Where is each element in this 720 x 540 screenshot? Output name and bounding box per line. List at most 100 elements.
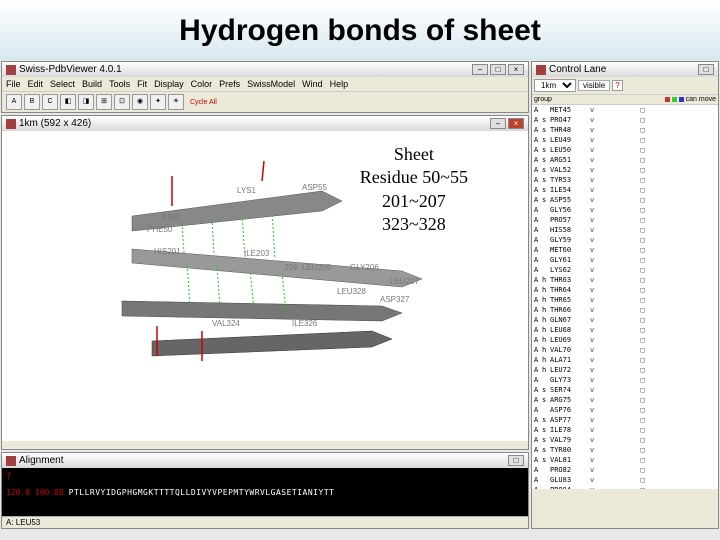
main-titlebar[interactable]: Swiss-PdbViewer 4.0.1 – □ × (2, 62, 528, 77)
residue-row[interactable]: AsLEU50v □ (532, 145, 718, 155)
viewer-title: 1km (592 x 426) (19, 118, 91, 129)
tool-button[interactable]: ◉ (132, 94, 148, 110)
residue-row[interactable]: AsILE54v □ (532, 185, 718, 195)
residue-row[interactable]: AhTHR64v □ (532, 285, 718, 295)
tool-button[interactable]: ☀ (168, 94, 184, 110)
residue-row[interactable]: AsILE78v □ (532, 425, 718, 435)
residue-label: LYS1 (237, 186, 256, 195)
tool-button[interactable]: ◧ (60, 94, 76, 110)
menu-item[interactable]: Prefs (219, 79, 240, 89)
alignment-titlebar[interactable]: Alignment □ (2, 453, 528, 468)
toolbar: A B C ◧ ◨ ⊞ ⊡ ◉ ✦ ☀ Cycle All (2, 91, 528, 112)
app-icon (6, 119, 16, 129)
residue-label: GLY206 (350, 263, 379, 272)
layer-select[interactable]: 1km (534, 79, 576, 92)
tool-button[interactable]: B (24, 94, 40, 110)
residue-label: ARG (162, 213, 179, 222)
residue-row[interactable]: AsASP55v □ (532, 195, 718, 205)
main-window: Swiss-PdbViewer 4.0.1 – □ × File Edit Sele… (1, 61, 529, 113)
residue-row[interactable]: AMET45v □ (532, 105, 718, 115)
menu-item[interactable]: Help (330, 79, 349, 89)
control-panel-window: Control Lane □ 1km visible ? group can m… (531, 61, 719, 529)
residue-row[interactable]: AsARG75v □ (532, 395, 718, 405)
mode-label: visible (578, 80, 610, 91)
residue-row[interactable]: AsTYR80v □ (532, 445, 718, 455)
residue-row[interactable]: AGLY61v □ (532, 255, 718, 265)
residue-row[interactable]: AsVAL81v □ (532, 455, 718, 465)
control-titlebar[interactable]: Control Lane □ (532, 62, 718, 77)
residue-row[interactable]: AsLEU49v □ (532, 135, 718, 145)
menu-item[interactable]: Display (154, 79, 184, 89)
close-button[interactable]: × (508, 118, 524, 129)
residue-row[interactable]: APRO57v □ (532, 215, 718, 225)
residue-row[interactable]: AsSER74v □ (532, 385, 718, 395)
maximize-button[interactable]: □ (508, 455, 524, 466)
menu-item[interactable]: File (6, 79, 21, 89)
tool-button[interactable]: C (42, 94, 58, 110)
residue-row[interactable]: AhALA71v □ (532, 355, 718, 365)
residue-row[interactable]: AMET60v □ (532, 245, 718, 255)
residue-label: LEU328 (337, 287, 366, 296)
residue-row[interactable]: AhGLN67v □ (532, 315, 718, 325)
tool-button[interactable]: ⊞ (96, 94, 112, 110)
alignment-view[interactable]: ? 120.0 100.0B PTLLRVYIDGPHGMGKTTTTQLLDI… (2, 468, 528, 516)
residue-row[interactable]: AhTHR63v □ (532, 275, 718, 285)
residue-row[interactable]: AASP76v □ (532, 405, 718, 415)
tool-button[interactable]: ◨ (78, 94, 94, 110)
residue-label: VAL324 (212, 319, 240, 328)
workspace: Swiss-PdbViewer 4.0.1 – □ × File Edit Sele… (0, 60, 720, 530)
residue-row[interactable]: AsARG51v □ (532, 155, 718, 165)
residue-row[interactable]: AGLY56v □ (532, 205, 718, 215)
residue-row[interactable]: AsVAL79v □ (532, 435, 718, 445)
residue-list[interactable]: AMET45v □AsPRO47v □AsTHR48v □AsLEU49v □A… (532, 105, 718, 489)
residue-row[interactable]: AsPRO47v □ (532, 115, 718, 125)
minimize-button[interactable]: – (472, 64, 488, 75)
residue-row[interactable]: AhVAL70v □ (532, 345, 718, 355)
sheet-info-title: Sheet (360, 143, 468, 166)
residue-row[interactable]: AhTHR66v □ (532, 305, 718, 315)
slide-title: Hydrogen bonds of sheet (0, 0, 720, 60)
maximize-button[interactable]: □ (490, 64, 506, 75)
menu-item[interactable]: SwissModel (247, 79, 295, 89)
menu-item[interactable]: Build (82, 79, 102, 89)
viewer-window: 1km (592 x 426) – × (1, 115, 529, 450)
residue-row[interactable]: APRO82v □ (532, 465, 718, 475)
residue-row[interactable]: ALYS62v □ (532, 265, 718, 275)
tool-button[interactable]: ⊡ (114, 94, 130, 110)
menu-item[interactable]: Select (50, 79, 75, 89)
residue-row[interactable]: AhTHR65v □ (532, 295, 718, 305)
residue-row[interactable]: APRO84v □ (532, 485, 718, 489)
close-button[interactable]: × (508, 64, 524, 75)
menu-item[interactable]: Fit (137, 79, 147, 89)
move-label: can move (686, 96, 716, 103)
app-icon (6, 456, 16, 466)
residue-row[interactable]: AhLEU72v □ (532, 365, 718, 375)
tool-button[interactable]: A (6, 94, 22, 110)
residue-row[interactable]: AsVAL52v □ (532, 165, 718, 175)
menu-item[interactable]: Tools (109, 79, 130, 89)
minimize-button[interactable]: – (490, 118, 506, 129)
residue-label: ILE326 (292, 319, 317, 328)
residue-row[interactable]: AsTHR48v □ (532, 125, 718, 135)
residue-row[interactable]: AsTYR53v □ (532, 175, 718, 185)
viewer-titlebar[interactable]: 1km (592 x 426) – × (2, 116, 528, 131)
residue-row[interactable]: AhLEU69v □ (532, 335, 718, 345)
help-icon[interactable]: ? (612, 80, 622, 91)
help-icon[interactable]: ? (6, 472, 11, 482)
tool-button[interactable]: ✦ (150, 94, 166, 110)
residue-row[interactable]: AGLU83v □ (532, 475, 718, 485)
maximize-button[interactable]: □ (698, 64, 714, 75)
residue-label: ASP327 (380, 295, 409, 304)
residue-row[interactable]: AhLEU68v □ (532, 325, 718, 335)
menu-item[interactable]: Color (191, 79, 213, 89)
menu-item[interactable]: Wind (302, 79, 323, 89)
residue-row[interactable]: AGLY73v □ (532, 375, 718, 385)
structure-viewer[interactable]: ARGPHE50LYS1ASP55HIS201ILE203204LEU205GL… (2, 131, 528, 441)
menubar: File Edit Select Build Tools Fit Display Color P… (2, 77, 528, 91)
color-swatch (679, 97, 684, 102)
menu-item[interactable]: Edit (28, 79, 44, 89)
residue-row[interactable]: AGLY59v □ (532, 235, 718, 245)
residue-row[interactable]: AsASP77v □ (532, 415, 718, 425)
residue-row[interactable]: AHIS58v □ (532, 225, 718, 235)
residue-label: LEU205 (302, 263, 331, 272)
